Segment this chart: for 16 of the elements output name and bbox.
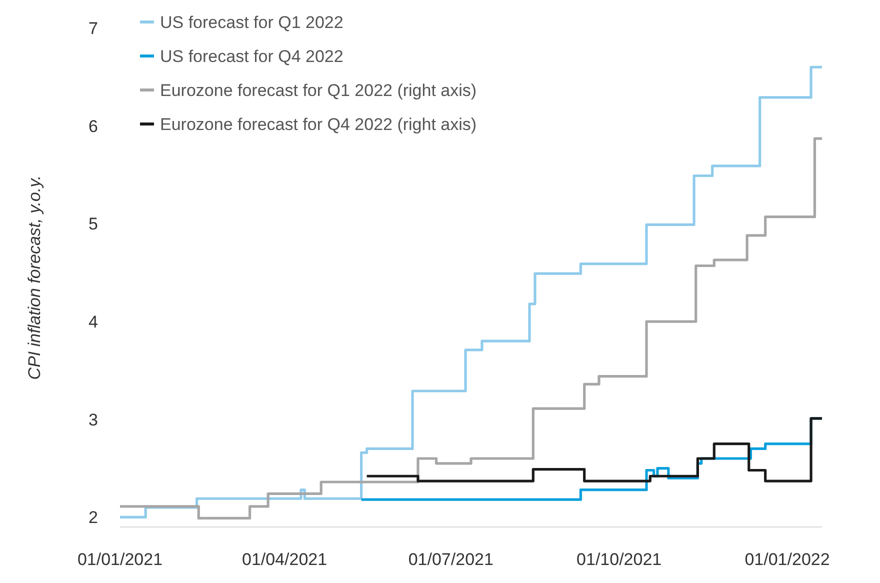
y-tick-label: 6 <box>88 116 98 136</box>
x-tick-label: 01/04/2021 <box>242 550 328 569</box>
y-tick-label: 4 <box>88 312 98 332</box>
x-tick-label: 01/01/2021 <box>77 550 163 569</box>
y-tick-label: 5 <box>88 214 98 234</box>
y-tick-label: 2 <box>88 508 98 528</box>
legend-label: Eurozone forecast for Q1 2022 (right axis) <box>160 80 477 100</box>
y-tick-label: 3 <box>88 410 98 430</box>
y-tick-label: 7 <box>88 18 98 38</box>
x-tick-label: 01/01/2022 <box>744 550 830 569</box>
x-tick-label: 01/10/2021 <box>576 550 662 569</box>
legend-label: US forecast for Q4 2022 <box>160 46 344 66</box>
x-tick-label: 01/07/2021 <box>408 550 494 569</box>
legend-label: Eurozone forecast for Q4 2022 (right axis) <box>160 114 477 134</box>
legend-label: US forecast for Q1 2022 <box>160 12 344 32</box>
y-axis-title: CPI inflation forecast, y.o.y. <box>25 175 44 380</box>
